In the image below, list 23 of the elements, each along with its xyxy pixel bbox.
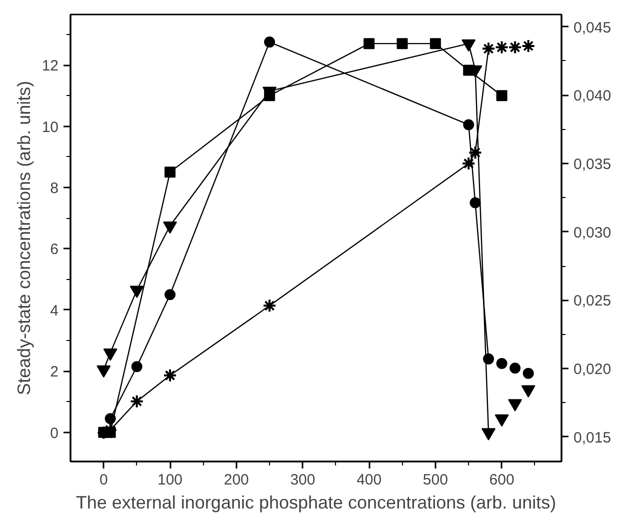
y2-tick-label: 0,035 (574, 156, 612, 173)
y-tick-label: 6 (50, 241, 58, 258)
x-tick-label: 400 (356, 472, 382, 488)
y-tick-label: 12 (42, 58, 59, 75)
x-tick-label: 500 (422, 472, 448, 488)
y-tick-label: 8 (50, 180, 58, 197)
x-tick-label: 0 (100, 472, 108, 488)
y-axis-title: Steady-state concentrations (arb. units) (14, 80, 34, 396)
y-tick-label: 2 (50, 364, 58, 381)
y2-tick-label: 0,040 (574, 88, 612, 105)
x-tick-label: 300 (290, 472, 316, 488)
y2-tick-label: 0,045 (574, 19, 612, 36)
y2-tick-label: 0,025 (574, 292, 612, 310)
y2-tick-label: 0,015 (574, 429, 612, 446)
y-tick-label: 0 (50, 424, 58, 442)
x-tick-label: 600 (489, 472, 514, 488)
x-tick-label: 100 (158, 472, 183, 488)
y2-tick-label: 0,020 (574, 361, 612, 378)
y-tick-label: 10 (42, 118, 59, 136)
y2-tick-label: 0,030 (574, 224, 612, 242)
y-tick-label: 4 (50, 302, 58, 320)
x-axis-title: The external inorganic phosphate concentrations (arb. units) (76, 492, 556, 512)
x-tick-label: 200 (224, 472, 249, 488)
